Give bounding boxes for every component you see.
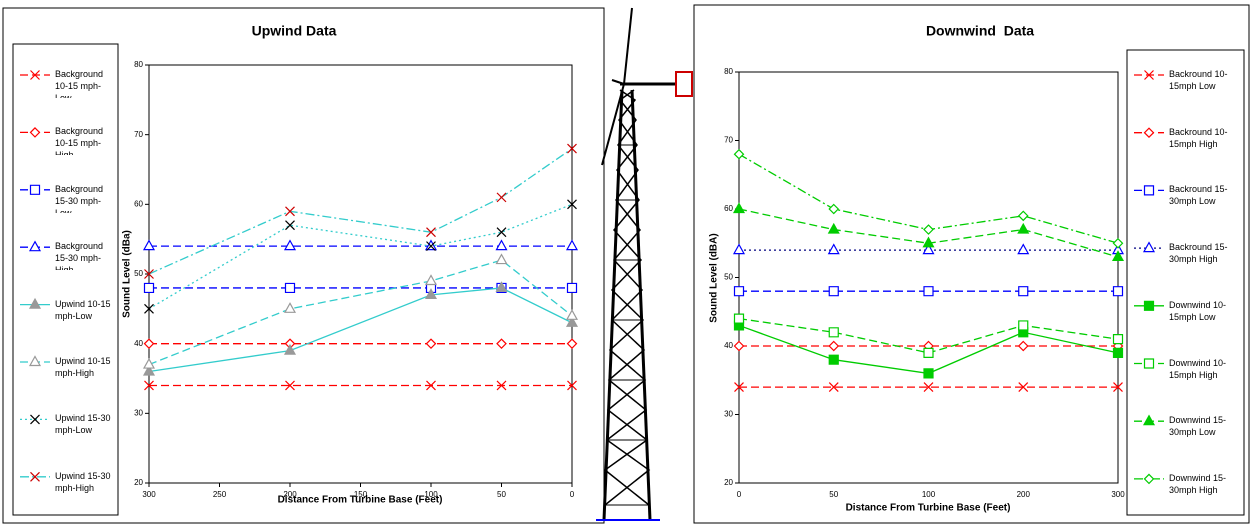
- x-tick-label: 0: [570, 490, 575, 499]
- legend-label-box: Downwind 15-30mph Low: [1169, 414, 1242, 444]
- legend-label: Backround 10-15mph Low: [1169, 68, 1242, 92]
- data-point: [1114, 348, 1123, 357]
- legend-label-box: Backround 10-15mph Low: [1169, 68, 1242, 98]
- legend-box: [1127, 50, 1244, 515]
- legend-label: Background 10-15 mph-High: [55, 125, 116, 155]
- data-point: [735, 287, 744, 296]
- y-tick-label: 30: [724, 410, 733, 419]
- legend-marker: [1145, 301, 1154, 310]
- data-point: [1114, 335, 1123, 344]
- x-tick-label: 100: [922, 490, 936, 499]
- legend-label-box: Upwind 10-15 mph-Low: [55, 298, 116, 328]
- legend-marker: [31, 185, 40, 194]
- legend-label: Backround 15-30mph Low: [1169, 183, 1242, 207]
- y-tick-label: 70: [134, 130, 143, 139]
- x-tick-label: 0: [737, 490, 742, 499]
- legend-label: Downwind 10-15mph High: [1169, 357, 1242, 381]
- legend-label-box: Backround 15-30mph Low: [1169, 183, 1242, 213]
- chart-title: Downwind Data: [926, 23, 1034, 39]
- x-tick-label: 250: [213, 490, 227, 499]
- legend-label-box: Upwind 15-30 mph-Low: [55, 412, 116, 442]
- legend-label-box: Downwind 15-30mph High: [1169, 472, 1242, 502]
- legend-label-box: Background 10-15 mph-High: [55, 125, 116, 155]
- x-tick-label: 300: [1111, 490, 1125, 499]
- y-tick-label: 20: [724, 478, 733, 487]
- chart-title: Upwind Data: [252, 23, 337, 39]
- legend-label-box: Background 15-30 mph-High: [55, 240, 116, 270]
- data-point: [829, 287, 838, 296]
- x-tick-label: 50: [497, 490, 506, 499]
- y-tick-label: 60: [134, 199, 143, 208]
- legend-label: Downwind 15-30mph Low: [1169, 414, 1242, 438]
- legend-label-box: Upwind 15-30 mph-High: [55, 470, 116, 500]
- legend-label-box: Downwind 10-15mph Low: [1169, 299, 1242, 329]
- y-tick-label: 20: [134, 478, 143, 487]
- data-point: [924, 287, 933, 296]
- x-axis-label: Distance From Turbine Base (Feet): [278, 495, 443, 506]
- data-point: [1019, 287, 1028, 296]
- legend-label: Upwind 10-15 mph-Low: [55, 298, 116, 322]
- legend-label: Backround 10-15mph High: [1169, 126, 1242, 150]
- y-tick-label: 50: [724, 273, 733, 282]
- legend-label: Upwind 15-30 mph-Low: [55, 412, 116, 436]
- legend-label: Downwind 10-15mph Low: [1169, 299, 1242, 323]
- legend-label: Background 15-30 mph-High: [55, 240, 116, 270]
- data-point: [829, 355, 838, 364]
- legend-label: Background 15-30 mph-Low: [55, 183, 116, 213]
- legend-label-box: Backround 15-30mph High: [1169, 241, 1242, 271]
- legend-marker: [1145, 359, 1154, 368]
- y-tick-label: 70: [724, 136, 733, 145]
- data-point: [1114, 287, 1123, 296]
- legend-label-box: Background 10-15 mph-Low: [55, 68, 116, 98]
- legend-marker: [1145, 186, 1154, 195]
- data-point: [829, 328, 838, 337]
- legend-label-box: Backround 10-15mph High: [1169, 126, 1242, 156]
- y-tick-label: 50: [134, 269, 143, 278]
- legend-label: Background 10-15 mph-Low: [55, 68, 116, 98]
- x-tick-label: 200: [1017, 490, 1031, 499]
- x-tick-label: 300: [142, 490, 156, 499]
- y-tick-label: 60: [724, 204, 733, 213]
- legend-label-box: Upwind 10-15 mph-High: [55, 355, 116, 385]
- legend-label: Upwind 10-15 mph-High: [55, 355, 116, 379]
- x-tick-label: 50: [829, 490, 838, 499]
- page: 30025020015010050020304050607080Upwind D…: [0, 0, 1253, 529]
- y-tick-label: 40: [134, 339, 143, 348]
- data-point: [286, 283, 295, 292]
- turbine-drawing: [596, 8, 692, 520]
- y-tick-label: 30: [134, 408, 143, 417]
- data-point: [568, 283, 577, 292]
- legend-label: Backround 15-30mph High: [1169, 241, 1242, 265]
- y-tick-label: 40: [724, 341, 733, 350]
- legend-box: [13, 44, 118, 515]
- legend-label-box: Downwind 10-15mph High: [1169, 357, 1242, 387]
- y-tick-label: 80: [724, 67, 733, 76]
- legend-label: Downwind 15-30mph High: [1169, 472, 1242, 496]
- legend-label: Upwind 15-30 mph-High: [55, 470, 116, 494]
- y-axis-label: Sound Level (dBA): [709, 233, 720, 322]
- data-point: [735, 314, 744, 323]
- data-point: [1019, 321, 1028, 330]
- legend-label-box: Background 15-30 mph-Low: [55, 183, 116, 213]
- x-axis-label: Distance From Turbine Base (Feet): [846, 503, 1011, 514]
- data-point: [924, 348, 933, 357]
- data-point: [145, 283, 154, 292]
- data-point: [924, 369, 933, 378]
- y-tick-label: 80: [134, 60, 143, 69]
- y-axis-label: Sound Level (dBa): [122, 230, 133, 318]
